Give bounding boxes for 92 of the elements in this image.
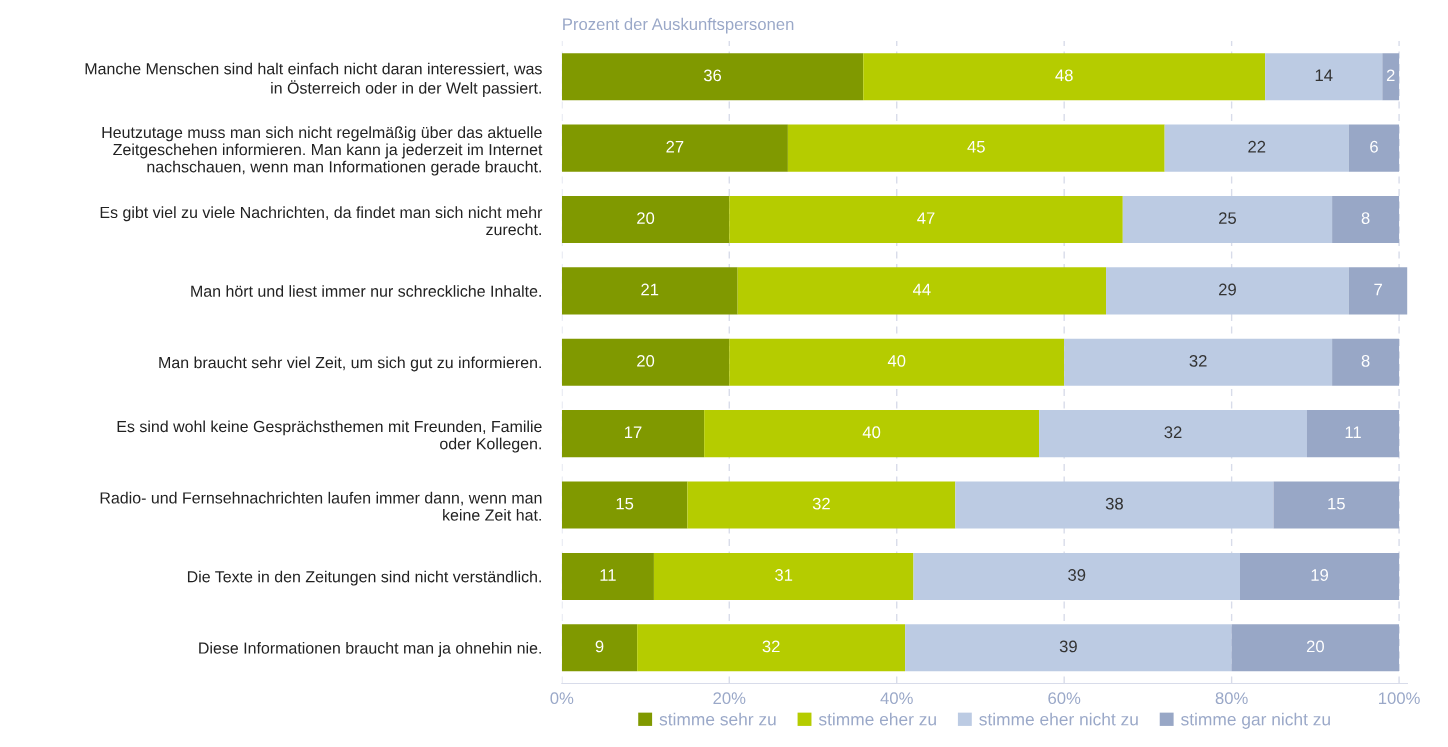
bar (1064, 338, 1333, 386)
bar (1265, 53, 1383, 101)
y-tick-label: Manche Menschen sind halt einfach nicht daran interessiert, was in Österreich oder in der Welt passiert. (85, 62, 542, 97)
bar (1382, 53, 1400, 101)
data-label: 2 (1386, 69, 1395, 82)
data-label: 21 (641, 283, 659, 296)
data-label: 48 (1055, 69, 1073, 82)
bar (863, 53, 1266, 101)
data-label: 6 (1370, 140, 1378, 153)
y-tick-label: Es sind wohl keine Gesprächsthemen mit Freunden, Familie oder Kollegen. (117, 420, 542, 453)
bar (905, 624, 1232, 672)
data-label: 32 (1189, 354, 1207, 367)
bar (1348, 124, 1400, 172)
bar (1122, 195, 1333, 244)
bar (1306, 410, 1400, 458)
data-label: 17 (624, 426, 642, 438)
data-label: 15 (616, 497, 634, 510)
bar (729, 195, 1123, 244)
x-axis-title: Prozent der Auskunftspersonen (563, 17, 794, 34)
data-label: 39 (1059, 640, 1077, 653)
data-label: 39 (1068, 569, 1086, 581)
data-label: 32 (1164, 426, 1182, 439)
bar (1240, 552, 1400, 600)
y-tick-label: Es gibt viel zu viele Nachrichten, da findet man sich nicht mehr zurecht. (100, 206, 543, 236)
data-label: 20 (637, 212, 655, 225)
bar (737, 267, 1107, 315)
data-label: 44 (912, 283, 931, 296)
bar (1332, 338, 1400, 386)
bar (561, 624, 638, 672)
data-label: 47 (917, 212, 935, 224)
data-label: 22 (1248, 140, 1266, 153)
data-label: 32 (762, 640, 780, 653)
data-label: 15 (1328, 497, 1345, 510)
x-tick-label: 20% (713, 692, 746, 705)
bar (561, 53, 864, 101)
data-label: 8 (1361, 212, 1370, 225)
data-label: 40 (887, 354, 906, 367)
data-label: 45 (967, 141, 985, 153)
bar (913, 552, 1240, 600)
data-label: 32 (812, 497, 830, 510)
bar (704, 410, 1040, 458)
x-tick-label: 0% (550, 692, 574, 705)
data-label: 40 (862, 426, 881, 439)
data-label: 20 (637, 354, 655, 367)
y-tick-label: Die Texte in den Zeitungen sind nicht verständlich. (187, 570, 541, 586)
bar (561, 481, 688, 529)
bar (561, 552, 654, 600)
bar (561, 124, 788, 172)
legend-label: stimme sehr zu (659, 712, 776, 726)
data-label: 9 (595, 640, 604, 653)
data-label: 38 (1105, 497, 1123, 510)
bar (561, 267, 738, 315)
bar (653, 552, 914, 600)
bar (561, 338, 730, 386)
bar (637, 624, 906, 672)
data-label: 14 (1315, 69, 1333, 82)
y-tick-label: Man hört und liest immer nur schreckliche Inhalte. (191, 285, 541, 297)
bar (1231, 624, 1400, 672)
data-label: 20 (1306, 640, 1324, 653)
bar (729, 338, 1065, 386)
data-label: 31 (775, 569, 793, 581)
bar (1332, 195, 1400, 244)
legend-label: stimme eher nicht zu (979, 712, 1138, 726)
bar (561, 195, 730, 244)
x-tick-label: 60% (1048, 692, 1081, 705)
data-label: 11 (600, 569, 616, 581)
data-label: 7 (1374, 283, 1382, 296)
data-label: 19 (1311, 569, 1329, 581)
x-tick-label: 100% (1379, 692, 1420, 705)
bar (1106, 267, 1349, 315)
legend-label: stimme eher zu (818, 712, 936, 726)
bar (787, 124, 1165, 172)
data-label: 36 (703, 69, 722, 82)
data-label: 11 (1345, 426, 1361, 438)
data-label: 25 (1219, 212, 1237, 225)
bar (1273, 481, 1400, 529)
data-label: 27 (666, 140, 684, 153)
x-tick-label: 40% (880, 692, 913, 705)
y-tick-label: Man braucht sehr viel Zeit, um sich gut zu informieren. (159, 356, 541, 372)
data-label: 8 (1361, 354, 1370, 367)
legend-label: stimme gar nicht zu (1181, 712, 1330, 729)
bar (561, 410, 705, 458)
y-tick-label: Diese Informationen braucht man ja ohnehin nie. (199, 642, 541, 657)
bar (1039, 410, 1307, 458)
bar (1348, 267, 1408, 315)
bar (687, 481, 956, 529)
bar (955, 481, 1274, 529)
data-label: 29 (1219, 283, 1236, 296)
x-tick-label: 80% (1215, 692, 1248, 705)
bar (1164, 124, 1349, 172)
y-tick-label: Heutzutage muss man sich nicht regelmäßig über das aktuelle Zeitgeschehen informieren. Man kann ja jederzeit im Internet nachschauen, wenn man Informationen gerade braucht. (102, 126, 543, 176)
y-tick-label: Radio- und Fernsehnachrichten laufen immer dann, wenn man keine Zeit hat. (100, 491, 542, 521)
